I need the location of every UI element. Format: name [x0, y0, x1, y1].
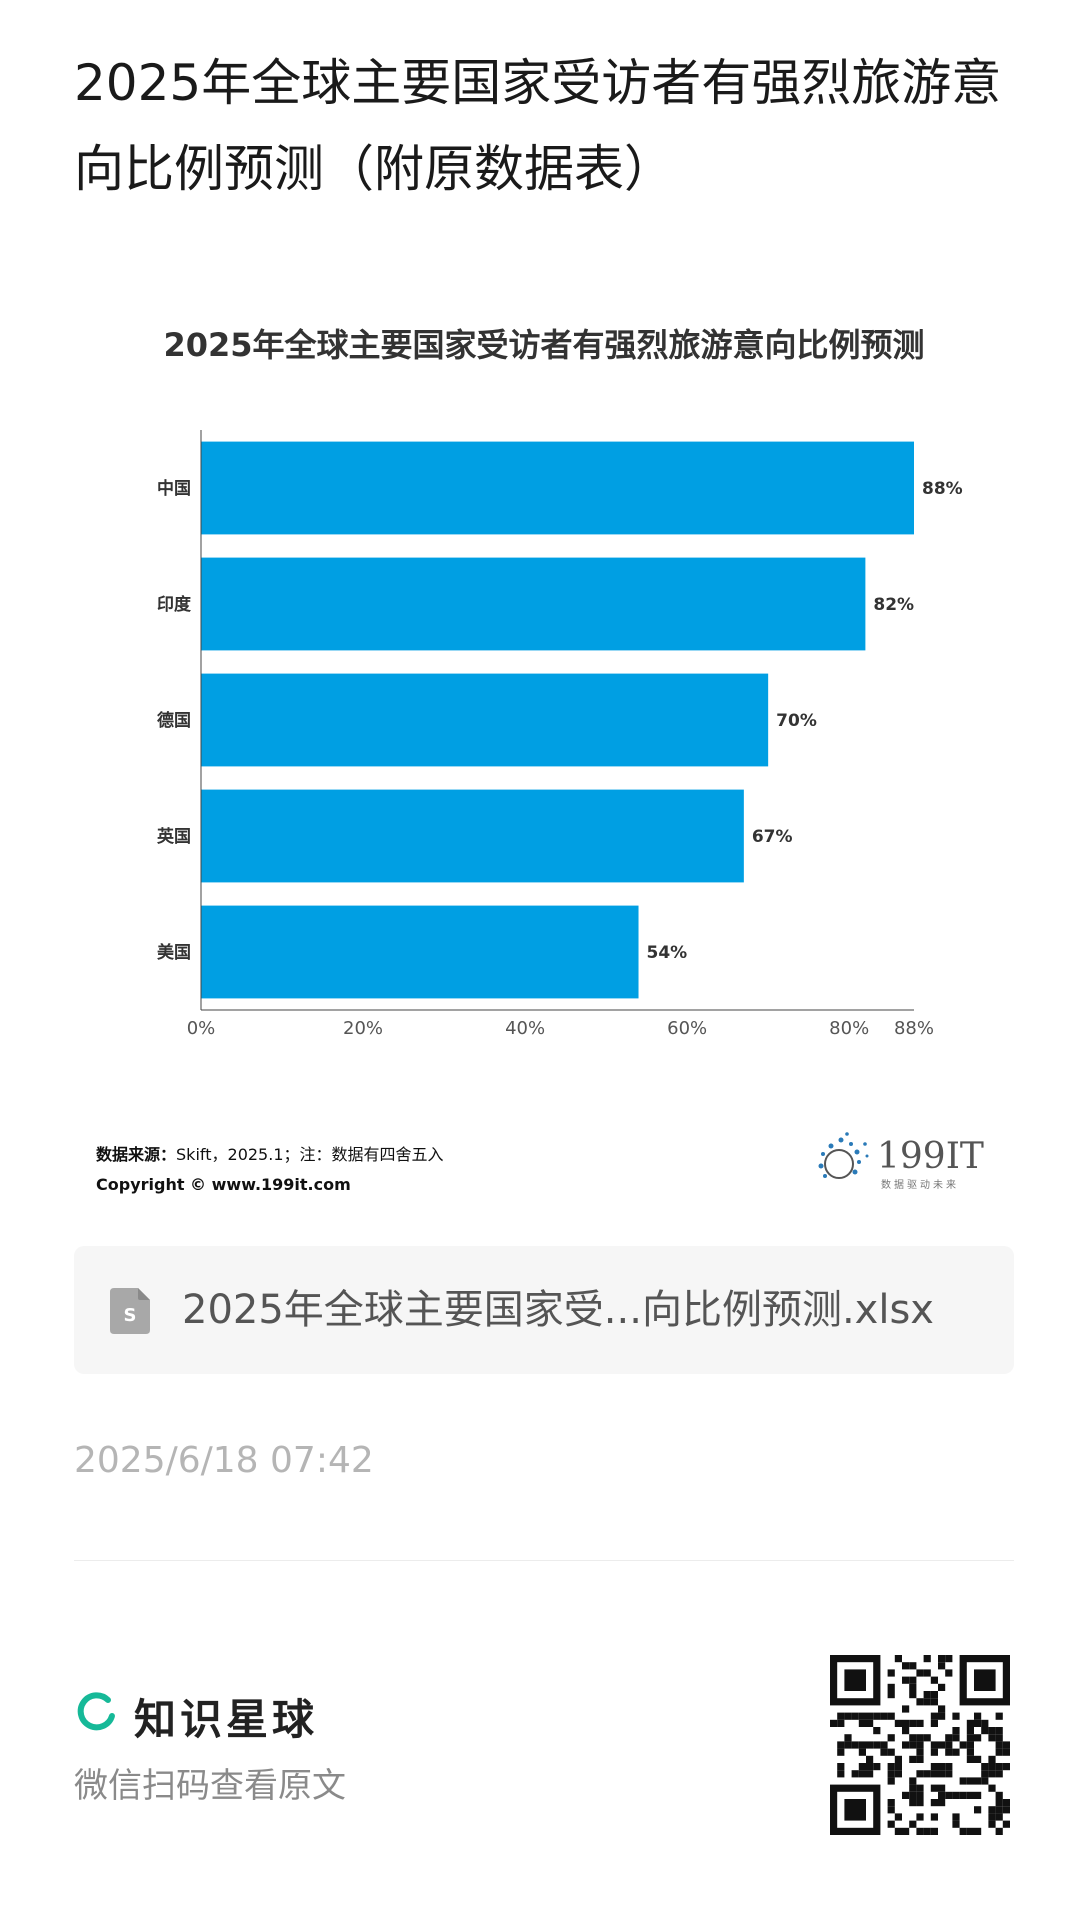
data-source: 数据来源：Skift，2025.1；注：数据有四舍五入 Copyright © … [96, 1140, 444, 1200]
logo-tagline: 数据驱动未来 [881, 1178, 959, 1191]
qr-code-icon[interactable] [830, 1655, 1010, 1835]
divider [74, 1560, 1014, 1561]
attachment-file-name[interactable]: 2025年全球主要国家受...向比例预测.xlsx [182, 1287, 934, 1333]
page-title: 2025年全球主要国家受访者有强烈旅游意向比例预测（附原数据表） [74, 54, 1002, 198]
category-label: 德国 [157, 710, 191, 731]
chart-card: 2025年全球主要国家受访者有强烈旅游意向比例预测 88% 中国 82% 印度 70% 德… [74, 290, 1014, 1220]
x-tick-label: 88% [894, 1018, 934, 1039]
brand-name: 知识星球 [134, 1695, 319, 1744]
category-label: 美国 [157, 942, 191, 963]
logo-brand: 199IT [877, 1136, 984, 1177]
category-label: 印度 [157, 594, 192, 615]
data-label: 82% [873, 595, 914, 615]
attachment-card[interactable]: S 2025年全球主要国家受...向比例预测.xlsx [74, 1246, 1014, 1374]
bar-1 [201, 557, 866, 651]
x-tick-label: 0% [187, 1018, 216, 1039]
source-label: 数据来源： [96, 1145, 177, 1164]
copyright: Copyright © www.199it.com [96, 1175, 351, 1194]
data-label: 70% [776, 711, 817, 731]
x-tick-label: 40% [505, 1018, 545, 1039]
x-tick-label: 60% [667, 1018, 707, 1039]
svg-text:S: S [124, 1305, 137, 1326]
bar-3 [201, 789, 744, 883]
category-label: 英国 [157, 826, 191, 847]
data-label: 67% [752, 827, 793, 847]
spreadsheet-file-icon: S [110, 1288, 150, 1334]
data-label: 88% [922, 479, 963, 499]
source-text: Skift，2025.1；注：数据有四舍五入 [176, 1145, 444, 1164]
data-label: 54% [647, 943, 688, 963]
bar-0 [201, 441, 914, 535]
chart-title: 2025年全球主要国家受访者有强烈旅游意向比例预测 [163, 326, 925, 364]
x-tick-label: 20% [343, 1018, 383, 1039]
x-tick-label: 80% [829, 1018, 869, 1039]
planet-ring-icon [77, 1692, 115, 1731]
scan-hint: 微信扫码查看原文 [74, 1766, 346, 1806]
category-label: 中国 [157, 478, 191, 499]
bar-chart: 88% 中国 82% 印度 70% 德国 67% 英国 54% 美国 0% 20% 40% 60% 80% 8… [157, 430, 963, 1039]
dandelion-icon: 199IT 数据驱动未来 [818, 1132, 984, 1191]
bar-2 [201, 673, 769, 767]
post-timestamp: 2025/6/18 07:42 [74, 1440, 374, 1481]
bar-4 [201, 905, 639, 999]
brand-logo-199it: 199IT 数据驱动未来 [809, 1128, 999, 1198]
